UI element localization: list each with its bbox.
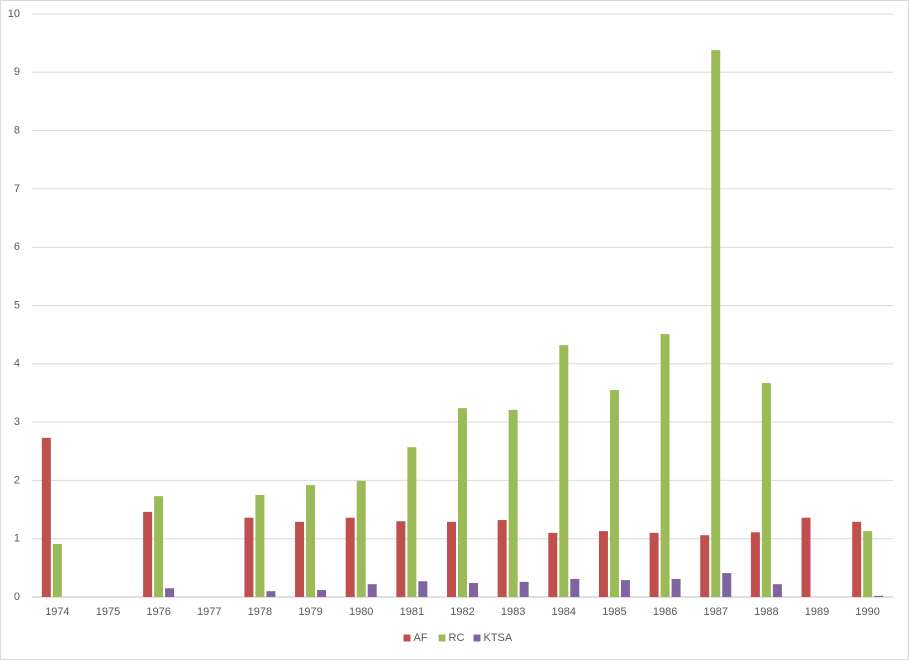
x-tick-label: 1984 [552,606,576,618]
bar [700,535,710,597]
bar [570,578,580,597]
x-tick-label: 1980 [349,606,373,618]
bar [548,532,558,597]
bar [255,494,265,597]
legend-label: RC [449,632,465,644]
bar [519,581,529,597]
bar [266,591,276,597]
bar [345,517,355,597]
x-tick-label: 1983 [501,606,525,618]
y-tick-label: 5 [14,299,20,311]
bar [143,511,153,597]
x-tick-label: 1975 [96,606,120,618]
x-tick-label: 1976 [146,606,170,618]
y-tick-label: 7 [14,183,20,195]
x-tick-label: 1974 [45,606,69,618]
x-tick-label: 1977 [197,606,221,618]
bar [52,543,62,597]
x-tick-label: 1981 [400,606,424,618]
bar [671,578,681,597]
bar [620,580,630,597]
y-tick-label: 9 [14,66,20,78]
bar [863,531,873,597]
bar [356,480,366,597]
bar [306,485,316,597]
x-tick-label: 1978 [248,606,272,618]
bar [559,345,569,597]
bar [469,583,478,597]
y-tick-label: 2 [14,474,20,486]
bar [801,517,811,597]
bar [874,595,884,597]
bar [154,496,164,597]
bar [407,447,417,597]
bar [750,532,760,597]
bar [660,334,670,597]
bar [418,581,428,597]
bar [772,584,782,597]
y-tick-label: 4 [14,358,20,370]
bar [458,408,467,597]
y-tick-label: 3 [14,416,20,428]
x-tick-label: 1985 [602,606,626,618]
bar [447,521,456,597]
legend-swatch [473,634,481,642]
bar [508,409,518,597]
x-tick-label: 1989 [805,606,829,618]
bar [396,521,406,597]
bar [722,573,732,597]
bar [761,383,771,597]
x-tick-label: 1982 [450,606,474,618]
bar [598,531,608,597]
y-tick-label: 10 [8,8,20,20]
x-tick-label: 1986 [653,606,677,618]
bar [295,521,305,597]
bar [852,521,862,597]
x-tick-label: 1988 [754,606,778,618]
y-tick-label: 0 [14,591,20,603]
bar [367,584,377,597]
bar [317,590,327,597]
x-tick-label: 1990 [855,606,879,618]
legend-label: KTSA [484,632,513,644]
bar [41,437,51,597]
y-tick-label: 6 [14,241,20,253]
bar [609,390,619,597]
legend-swatch [403,634,411,642]
bar [649,532,659,597]
y-tick-label: 1 [14,533,20,545]
legend-label: AF [414,632,428,644]
bar [244,517,254,597]
x-tick-label: 1979 [298,606,322,618]
bar [165,588,175,597]
y-tick-label: 8 [14,125,20,137]
bar [711,50,721,598]
x-tick-label: 1987 [703,606,727,618]
legend-swatch [438,634,446,642]
bar [497,520,507,597]
